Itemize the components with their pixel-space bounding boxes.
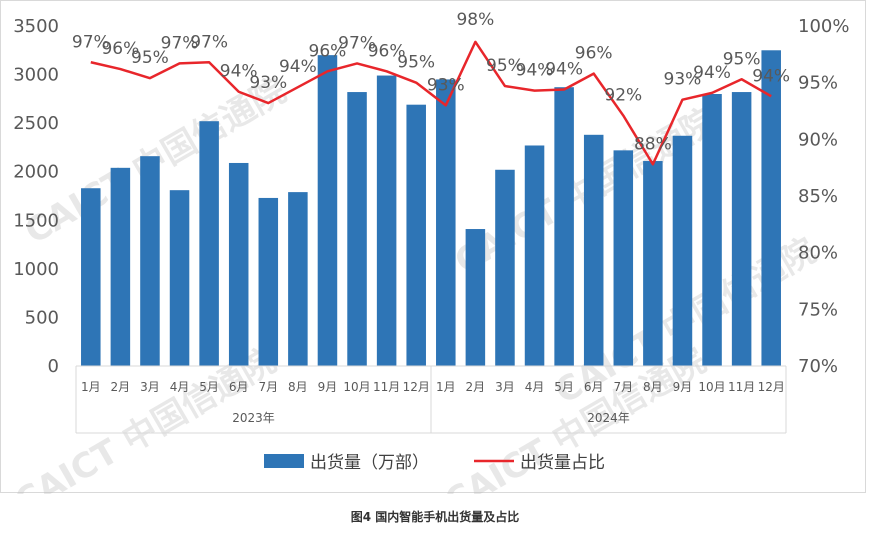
line-label-12: 95% — [397, 53, 435, 73]
bar-2 — [110, 167, 131, 366]
x-tick-14: 2月 — [466, 380, 486, 394]
x-tick-12: 12月 — [403, 380, 430, 394]
line-label-18: 96% — [575, 44, 613, 64]
y-left-tick: 0 — [48, 356, 59, 377]
line-label-6: 94% — [220, 62, 258, 82]
y-left-tick: 3500 — [13, 16, 59, 37]
bar-20 — [643, 161, 663, 366]
x-tick-10: 10月 — [343, 380, 370, 394]
bar-14 — [465, 229, 486, 366]
bar-8 — [288, 192, 308, 366]
x-tick-8: 8月 — [288, 380, 308, 394]
y-right-tick: 95% — [798, 73, 838, 94]
bar-5 — [199, 121, 219, 366]
x-tick-24: 12月 — [758, 380, 785, 394]
share-line — [90, 40, 772, 166]
bar-23 — [731, 92, 752, 367]
line-label-15: 95% — [486, 56, 524, 76]
line-label-24: 94% — [752, 66, 790, 86]
x-tick-4: 4月 — [170, 380, 190, 394]
line-label-19: 92% — [604, 86, 642, 106]
line-label-7: 93% — [249, 73, 287, 93]
x-tick-17: 5月 — [554, 380, 574, 394]
figure-caption: 图4 国内智能手机出货量及占比 — [350, 510, 520, 524]
x-tick-1: 1月 — [81, 380, 101, 394]
bar-12 — [406, 104, 426, 366]
y-right-tick: 75% — [798, 299, 838, 320]
bar-15 — [495, 169, 515, 366]
bar-4 — [169, 190, 190, 366]
x-tick-2: 2月 — [111, 380, 131, 394]
bar-1 — [81, 188, 101, 366]
x-tick-20: 8月 — [643, 380, 663, 394]
line-label-22: 94% — [693, 63, 731, 83]
x-tick-11: 11月 — [373, 380, 400, 394]
x-tick-19: 7月 — [613, 380, 633, 394]
line-label-4: 97% — [161, 33, 199, 53]
x-tick-6: 6月 — [229, 380, 249, 394]
x-tick-5: 5月 — [199, 380, 219, 394]
line-label-8: 94% — [279, 57, 317, 77]
x-tick-3: 3月 — [140, 380, 160, 394]
line-label-5: 97% — [190, 32, 228, 52]
y-right-tick: 80% — [798, 243, 838, 264]
y-right-tick: 90% — [798, 129, 838, 150]
line-label-1: 97% — [72, 32, 110, 52]
line-label-21: 93% — [664, 70, 702, 90]
bar-19 — [613, 150, 634, 366]
x-tick-18: 6月 — [584, 380, 604, 394]
x-group-label-1: 2024年 — [587, 411, 630, 425]
bar-6 — [228, 162, 249, 366]
line-label-14: 98% — [456, 10, 494, 30]
line-label-3: 95% — [131, 48, 169, 68]
legend-line-label: 出货量占比 — [520, 453, 605, 473]
legend-bar-swatch — [264, 454, 304, 468]
line-label-23: 95% — [723, 49, 761, 69]
x-tick-9: 9月 — [318, 380, 338, 394]
legend-bar-label: 出货量（万部） — [310, 453, 429, 473]
bar-21 — [672, 135, 693, 366]
x-tick-7: 7月 — [258, 380, 278, 394]
line-label-16: 94% — [516, 61, 554, 81]
x-group-label-0: 2023年 — [232, 411, 275, 425]
x-tick-21: 9月 — [673, 380, 693, 394]
x-tick-13: 1月 — [436, 380, 456, 394]
line-label-13: 93% — [427, 75, 465, 95]
line-label-9: 96% — [309, 41, 347, 61]
bar-11 — [376, 75, 397, 367]
y-left-tick: 500 — [25, 307, 59, 328]
y-left-tick: 2500 — [13, 113, 59, 134]
bar-10 — [347, 92, 367, 367]
y-right-tick: 100% — [798, 16, 849, 37]
line-label-11: 96% — [368, 41, 406, 61]
bar-24 — [761, 50, 781, 367]
y-left-tick: 2000 — [13, 162, 59, 183]
line-label-2: 96% — [101, 39, 139, 59]
bar-18 — [583, 134, 604, 366]
x-tick-16: 4月 — [525, 380, 545, 394]
bar-16 — [524, 145, 545, 366]
bar-17 — [554, 87, 574, 366]
y-right-tick: 70% — [798, 356, 838, 377]
y-left-tick: 3000 — [13, 65, 59, 86]
line-label-17: 94% — [545, 59, 583, 79]
y-left-tick: 1000 — [13, 259, 59, 280]
x-tick-22: 10月 — [698, 380, 725, 394]
bar-7 — [258, 197, 279, 366]
x-tick-23: 11月 — [728, 380, 755, 394]
bar-13 — [436, 79, 456, 366]
bar-22 — [702, 94, 722, 366]
bar-9 — [317, 55, 338, 367]
y-right-tick: 85% — [798, 186, 838, 207]
y-left-tick: 1500 — [13, 210, 59, 231]
line-label-10: 97% — [338, 33, 376, 53]
line-label-20: 88% — [634, 134, 672, 154]
x-tick-15: 3月 — [495, 380, 515, 394]
bar-3 — [140, 156, 160, 366]
